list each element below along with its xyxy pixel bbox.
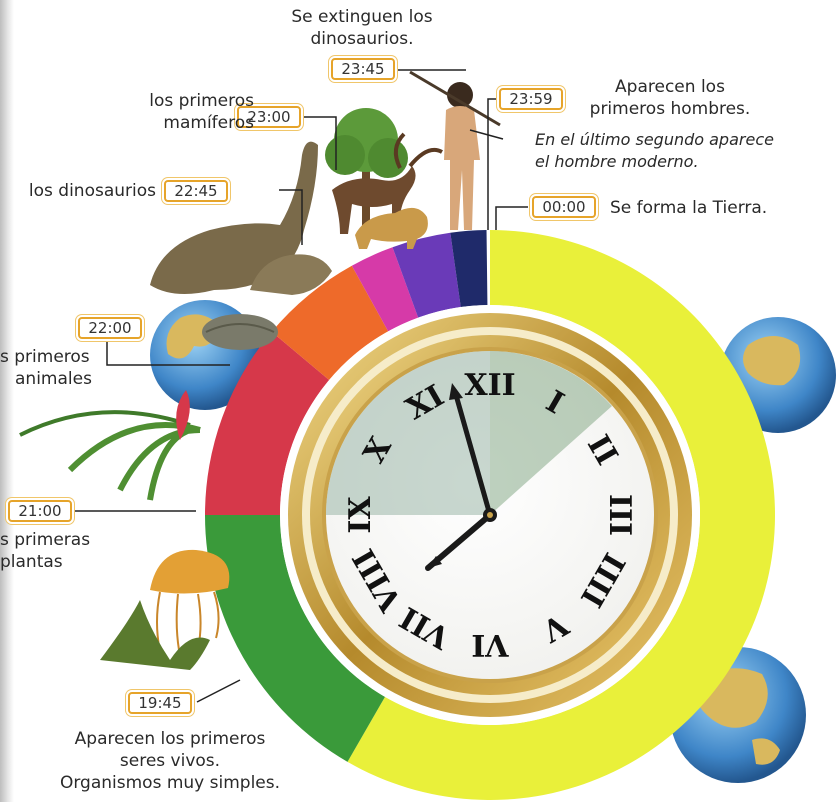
page-gutter-shadow (0, 0, 14, 802)
label-first-life-3: Organismos muy simples. (59, 773, 281, 793)
clock-numeral: III (602, 494, 637, 536)
tree-icon (325, 108, 408, 230)
clock-numeral: IX (343, 496, 378, 534)
label-earth-forms: Se forma la Tierra. (610, 198, 768, 218)
jellyfish-icon (150, 549, 230, 665)
label-modern-human-2: el hombre moderno. (535, 152, 699, 171)
label-first-mammals-1: los primeros (149, 91, 254, 111)
clock-minute-hand (453, 392, 493, 518)
label-first-life-2: seres vivos. (119, 751, 221, 771)
earth-photo-in-dial (326, 351, 490, 515)
ring-segment-earth-formation (347, 230, 776, 801)
label-first-plants-1: s primeras (0, 530, 91, 550)
ring-segment-humans (450, 230, 488, 308)
time-box-00-00: 00:00 (532, 196, 596, 218)
big-cat-icon (355, 207, 428, 249)
time-box-21-00: 21:00 (8, 500, 72, 522)
seaweed-icon (100, 600, 210, 670)
time-box-23-00: 23:00 (237, 106, 301, 128)
ring-segment-dinosaurs (351, 247, 419, 332)
time-box-22-00: 22:00 (78, 317, 142, 339)
time-box-23-45: 23:45 (331, 58, 395, 80)
time-box-22-45: 22:45 (164, 180, 228, 202)
label-first-mammals-2: mamíferos (163, 113, 254, 133)
label-first-humans-1: Aparecen los (615, 77, 725, 97)
label-first-animals-1: s primeros (0, 347, 90, 367)
ring-segment-first-life (205, 515, 385, 762)
ring-segment-mammals (392, 232, 461, 318)
label-dinosaurs-extinct-2: dinosaurios. (310, 29, 414, 49)
dinosaur-icon (150, 141, 332, 295)
label-modern-human-1: En el último segundo aparece (535, 130, 774, 149)
time-box-23-59: 23:59 (499, 88, 563, 110)
ring-segment-first-animals (271, 265, 389, 381)
clock-numeral: VI (471, 627, 509, 662)
label-first-plants-2: plantas (0, 552, 63, 572)
fern-icon (19, 390, 201, 501)
fossil-icon (202, 314, 278, 350)
time-box-19-45: 19:45 (128, 692, 192, 714)
clock-numeral: XII (464, 368, 515, 403)
label-first-humans-2: primeros hombres. (589, 99, 751, 119)
label-first-life-1: Aparecen los primeros (74, 729, 266, 749)
human-icon (409, 70, 501, 230)
connector-lines (71, 69, 528, 703)
label-dinosaurs: los dinosaurios (28, 181, 156, 201)
label-first-animals-2: animales (15, 369, 92, 389)
ring-segment-first-plants (205, 331, 330, 515)
label-dinosaurs-extinct-1: Se extinguen los (291, 7, 433, 27)
